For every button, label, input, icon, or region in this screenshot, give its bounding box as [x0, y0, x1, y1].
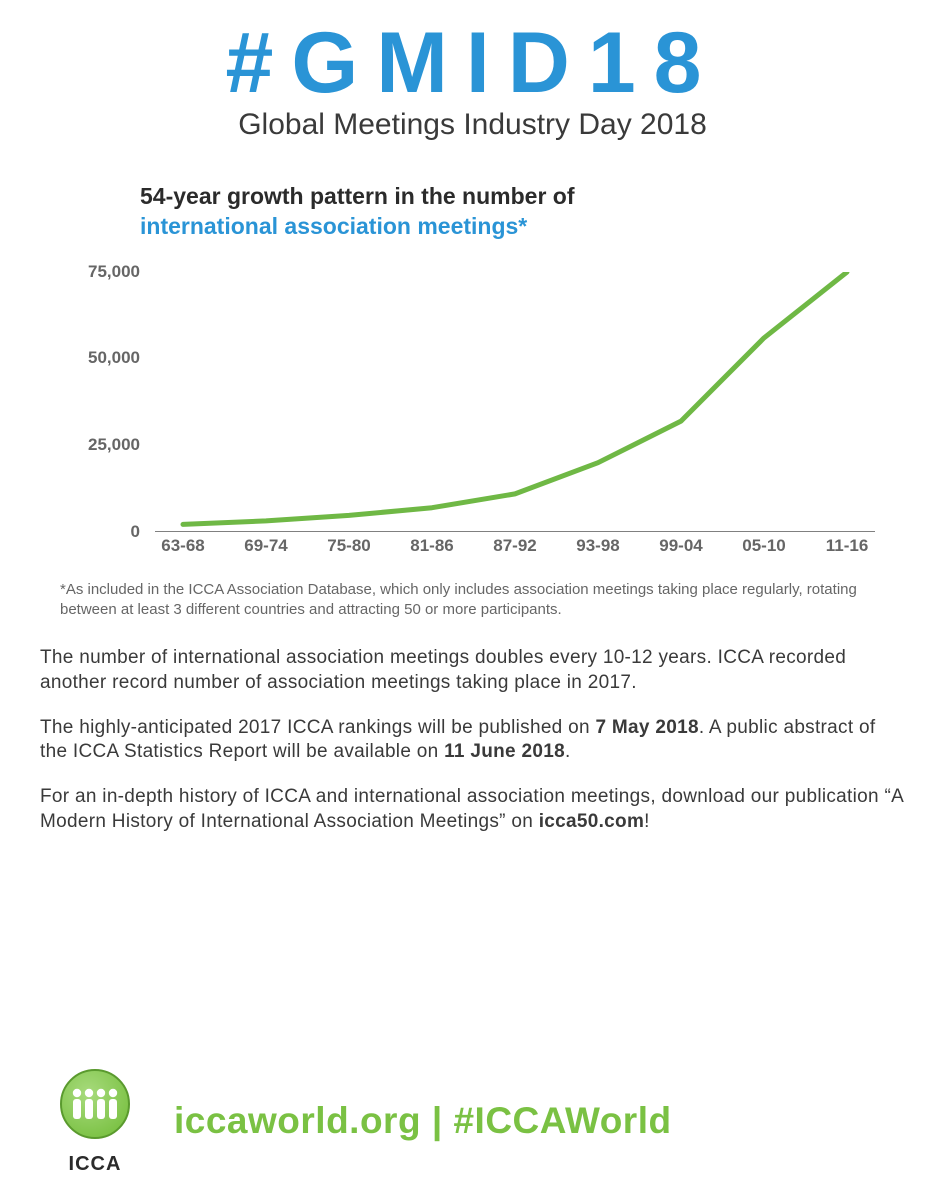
body-paragraph-3: For an in-depth history of ICCA and inte… — [40, 785, 905, 834]
body-text: The number of international association … — [40, 646, 905, 834]
y-tick-label: 0 — [60, 522, 140, 542]
y-tick-label: 50,000 — [60, 348, 140, 368]
y-tick-label: 25,000 — [60, 435, 140, 455]
icca-logo-icon — [50, 1066, 140, 1146]
icca-logo-label: ICCA — [40, 1153, 150, 1176]
chart-title: 54-year growth pattern in the number of … — [140, 182, 885, 242]
chart-line — [155, 272, 875, 532]
x-axis: 63-68 69-74 75-80 81-86 87-92 93-98 99-04 05-10… — [155, 536, 875, 560]
y-tick-label: 75,000 — [60, 262, 140, 282]
x-tick-label: 75-80 — [327, 536, 370, 556]
footer-text: iccaworld.org | #ICCAWorld — [174, 1100, 672, 1142]
x-tick-label: 87-92 — [493, 536, 536, 556]
chart-title-line1: 54-year growth pattern in the number of — [140, 183, 575, 209]
chart-area: 025,00050,00075,000 63-6869-7475-8081-86… — [60, 272, 880, 572]
x-tick-label: 63-68 — [161, 536, 204, 556]
x-tick-label: 93-98 — [576, 536, 619, 556]
chart-title-line2: international association meetings* — [140, 213, 527, 239]
x-tick-label: 05-10 — [742, 536, 785, 556]
chart-section: 54-year growth pattern in the number of … — [40, 182, 905, 620]
body-paragraph-2: The highly-anticipated 2017 ICCA ranking… — [40, 716, 905, 765]
footer: ICCA iccaworld.org | #ICCAWorld — [40, 1066, 672, 1176]
header-subtitle: Global Meetings Industry Day 2018 — [40, 108, 905, 142]
y-axis: 025,00050,00075,000 — [60, 272, 150, 532]
x-tick-label: 11-16 — [826, 536, 869, 556]
x-tick-label: 99-04 — [659, 536, 702, 556]
icca-logo: ICCA — [40, 1066, 150, 1176]
x-tick-label: 69-74 — [244, 536, 287, 556]
chart-footnote: *As included in the ICCA Association Dat… — [60, 580, 885, 621]
x-tick-label: 81-86 — [410, 536, 453, 556]
header-hashtag: #GMID18 — [40, 20, 905, 106]
body-paragraph-1: The number of international association … — [40, 646, 905, 695]
chart-plot — [155, 272, 875, 532]
